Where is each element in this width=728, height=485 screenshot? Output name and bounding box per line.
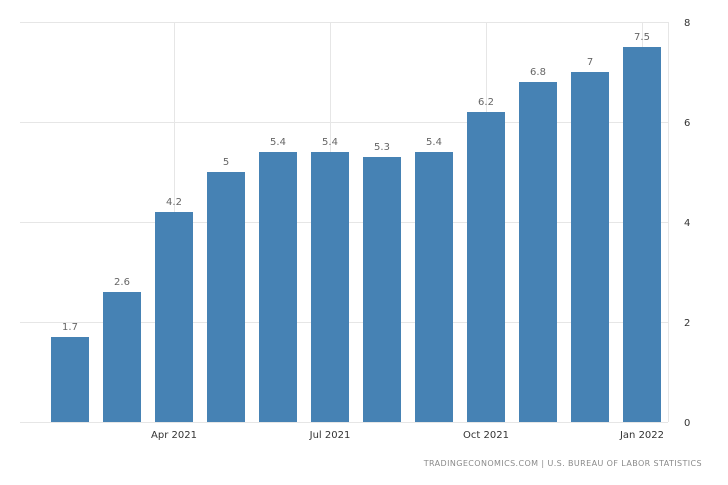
bar (51, 337, 89, 422)
x-tick-label: Apr 2021 (151, 430, 197, 441)
source-credit: TRADINGECONOMICS.COM | U.S. BUREAU OF LA… (423, 459, 702, 468)
y-tick-label: 8 (684, 18, 690, 29)
bar (415, 152, 453, 422)
data-label: 4.2 (166, 197, 182, 208)
x-tick-label: Oct 2021 (463, 430, 509, 441)
bar (155, 212, 193, 422)
data-label: 6.2 (478, 97, 494, 108)
bar (623, 47, 661, 422)
y-axis-ticks: 0 2 4 6 8 (684, 18, 690, 429)
bar (571, 72, 609, 422)
data-label: 5.4 (270, 137, 286, 148)
data-labels: 1.7 2.6 4.2 5 5.4 5.4 5.3 5.4 6.2 6.8 7 7.5 (62, 32, 650, 333)
data-label: 1.7 (62, 322, 78, 333)
y-tick-label: 0 (684, 418, 690, 429)
bars (51, 47, 661, 422)
x-axis-ticks: Apr 2021 Jul 2021 Oct 2021 Jan 2022 (151, 430, 664, 441)
data-label: 5.3 (374, 142, 390, 153)
bar (103, 292, 141, 422)
bar (311, 152, 349, 422)
data-label: 6.8 (530, 67, 546, 78)
x-tick-label: Jan 2022 (619, 430, 664, 441)
data-label: 7.5 (634, 32, 650, 43)
bar (259, 152, 297, 422)
y-tick-label: 4 (684, 218, 690, 229)
x-tick-label: Jul 2021 (309, 430, 351, 441)
data-label: 5.4 (322, 137, 338, 148)
bar (207, 172, 245, 422)
data-label: 5.4 (426, 137, 442, 148)
data-label: 7 (587, 57, 593, 68)
data-label: 5 (223, 157, 229, 168)
bar (467, 112, 505, 422)
y-tick-label: 2 (684, 318, 690, 329)
data-label: 2.6 (114, 277, 130, 288)
bar (519, 82, 557, 422)
y-tick-label: 6 (684, 118, 690, 129)
bar (363, 157, 401, 422)
